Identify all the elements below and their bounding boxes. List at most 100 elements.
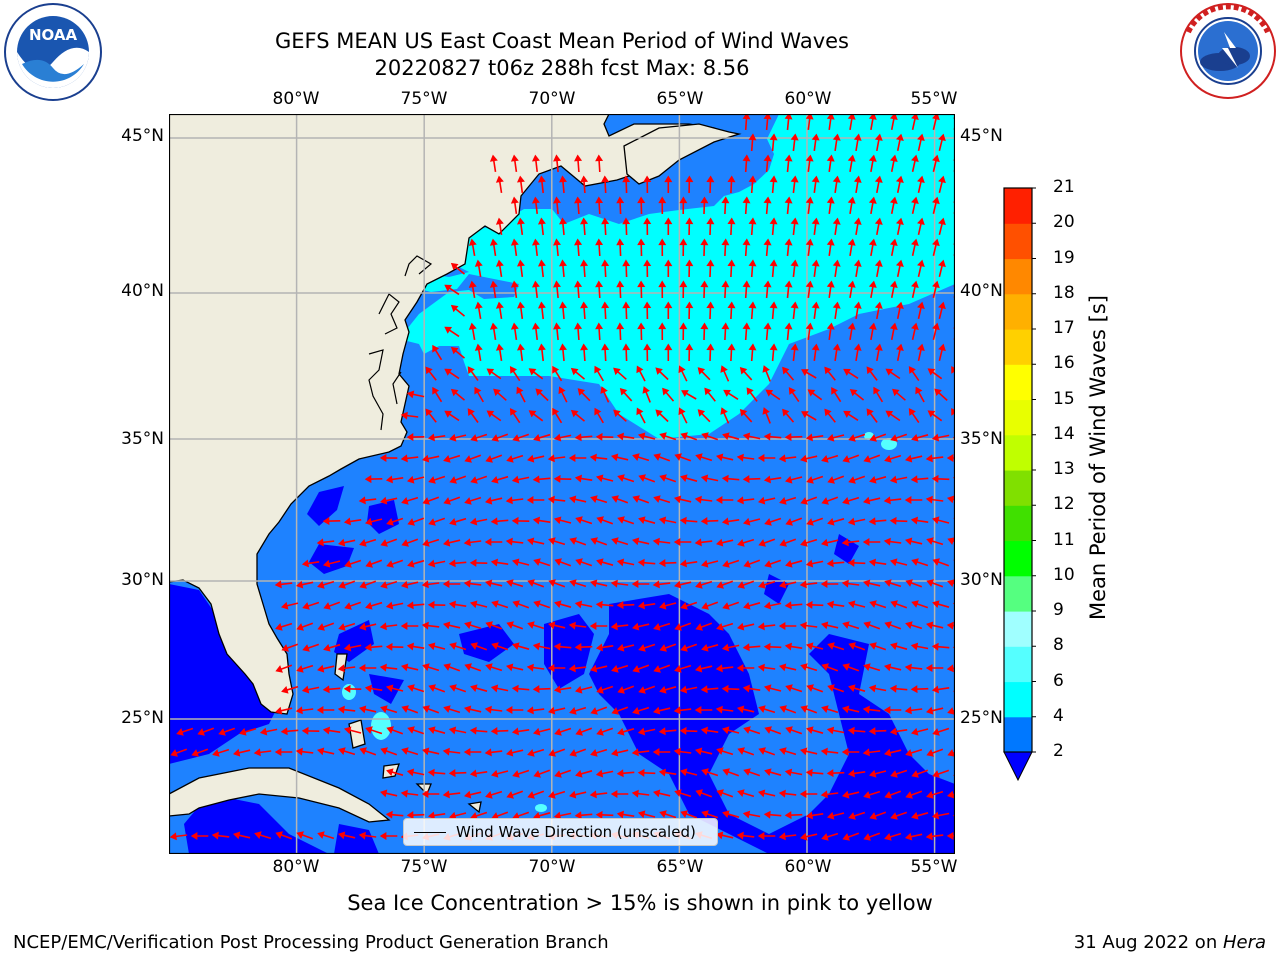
wind-arrow-head [873, 386, 881, 395]
wind-arrow-head [580, 301, 589, 309]
wind-arrow-head [422, 663, 430, 671]
wind-arrow-head [427, 811, 436, 820]
wind-arrow-head [468, 238, 477, 246]
wind-arrow-head [847, 114, 856, 120]
wind-arrow-head [910, 475, 918, 484]
wind-arrow-head [469, 517, 478, 526]
wind-arrow-head [721, 643, 730, 652]
wind-arrow-head [778, 580, 787, 589]
wind-arrow-head [764, 518, 772, 526]
wind-arrow-head [636, 365, 644, 374]
wind-arrow-head [742, 322, 751, 330]
wind-arrow-head [580, 259, 589, 267]
wind-arrow-head [528, 368, 537, 376]
wind-arrow-head [505, 748, 514, 757]
wind-arrow-head [444, 284, 453, 292]
wind-arrow-head [595, 322, 604, 330]
wind-arrow-head [643, 301, 652, 309]
wind-arrow-head [510, 238, 519, 246]
wind-arrow-head [259, 727, 268, 736]
wind-arrow-head [784, 154, 793, 162]
wind-arrow-head [800, 539, 808, 547]
wind-arrow-head [743, 768, 751, 776]
wind-arrow-head [490, 769, 499, 778]
wind-arrow-head [778, 789, 786, 798]
wind-arrow-head [553, 280, 561, 288]
wind-arrow-head [895, 301, 904, 309]
wind-arrow-head [737, 747, 745, 755]
colorbar-tick-label: 8 [1053, 635, 1064, 656]
wind-arrow-head [868, 280, 877, 288]
wind-arrow-head [590, 537, 598, 545]
wind-arrow-head [743, 602, 751, 610]
wind-arrow-head [643, 259, 652, 267]
wind-arrow-head [637, 238, 646, 246]
wind-arrow-head [700, 517, 708, 526]
wind-arrow-head [742, 280, 751, 288]
wind-arrow-head [580, 175, 589, 183]
wind-arrow-head [295, 580, 304, 589]
wind-arrow-head [489, 154, 498, 162]
wind-arrow-head [895, 259, 904, 267]
wind-arrow-head [617, 516, 625, 524]
wind-arrow-head [531, 154, 540, 162]
wind-arrow-head [790, 133, 799, 141]
lon-tick-bottom: 65°W [656, 857, 704, 877]
wind-arrow-head [746, 387, 754, 396]
wind-arrow-head [932, 558, 940, 566]
wind-arrow-head [570, 367, 579, 376]
wind-arrow-head [826, 238, 835, 246]
wind-arrow-head [505, 663, 514, 672]
wind-arrow-head [664, 217, 673, 225]
wind-arrow-head [853, 217, 862, 225]
footer-host: Hera [1222, 932, 1266, 953]
wind-arrow-head [506, 579, 514, 587]
wind-arrow-head [380, 581, 388, 589]
wind-arrow-head [385, 810, 393, 819]
wind-arrow-head [785, 560, 793, 568]
wind-arrow-head [848, 476, 856, 484]
wind-arrow-head [866, 408, 874, 417]
wind-arrow-head [764, 560, 772, 568]
wind-arrow-head [737, 581, 745, 589]
wind-arrow-head [169, 832, 177, 841]
wind-arrow-head [889, 684, 897, 693]
wind-arrow-head [537, 175, 546, 183]
wind-arrow-head [632, 707, 640, 715]
wind-arrow-head [917, 343, 925, 351]
wind-arrow-head [427, 559, 436, 568]
wind-arrow-head [938, 217, 946, 226]
lat-tick-right: 45°N [960, 126, 1003, 146]
wind-arrow-head [428, 518, 436, 526]
wind-arrow-head [470, 476, 478, 484]
wind-arrow-head [723, 389, 731, 397]
wind-arrow-head [218, 728, 226, 736]
wind-arrow-head [575, 516, 583, 524]
wind-arrow-head [638, 644, 646, 652]
wind-arrow-head [820, 790, 828, 799]
wind-arrow-head [685, 301, 694, 309]
wind-arrow-head [926, 749, 934, 757]
wind-arrow-head [385, 475, 394, 484]
wind-arrow-head [811, 217, 820, 225]
wind-arrow-head [706, 301, 715, 309]
wind-arrow-head [343, 517, 352, 526]
wind-arrow-head [568, 664, 576, 673]
wind-arrow-head [590, 495, 598, 503]
noaa-logo-text: NOAA [29, 26, 78, 44]
wind-arrow-head [910, 685, 918, 694]
wind-arrow-head [799, 832, 808, 841]
wind-arrow-head [548, 537, 556, 545]
wind-arrow-head [700, 685, 708, 694]
wind-arrow-head [904, 832, 913, 841]
wind-arrow-head [406, 475, 415, 484]
wind-arrow-head [820, 747, 828, 756]
wind-arrow-head [323, 644, 331, 652]
wind-arrow-head [869, 642, 877, 650]
wind-arrow-head [841, 705, 850, 714]
wind-arrow-head [337, 538, 346, 547]
colorbar-tick-label: 2 [1053, 741, 1064, 761]
wind-arrow-head [805, 114, 814, 120]
wind-arrow-head [778, 621, 786, 631]
wind-arrow-head [790, 343, 799, 351]
